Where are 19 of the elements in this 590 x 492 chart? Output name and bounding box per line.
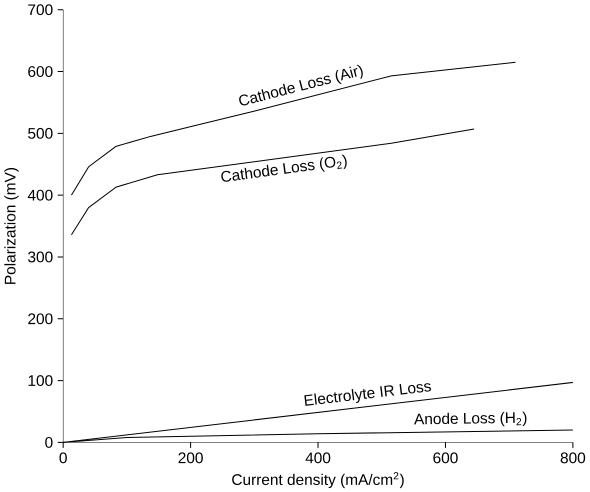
text: Cathode Loss (Air): [239, 64, 363, 106]
series-label: Anode Loss (H$_{2}$): [414, 411, 526, 426]
x-tick-label: 0: [59, 452, 67, 464]
x-tick-label: 200: [178, 452, 203, 464]
x-tick-label: 800: [560, 452, 586, 464]
x-tick-label: 600: [433, 452, 458, 464]
y-tick-label: 200: [28, 313, 53, 324]
y-tick-label: 600: [28, 66, 53, 77]
y-tick-label: 400: [28, 190, 53, 200]
y-axis-title: Polarization (mV): [4, 168, 19, 284]
y-tick-label: 100: [28, 374, 53, 386]
text: Electrolyte IR Loss: [304, 383, 432, 406]
x-tick-label: 400: [306, 452, 330, 464]
y-tick-label: 300: [28, 251, 53, 262]
y-tick-label: 500: [28, 128, 53, 139]
y-tick-label: 700: [28, 4, 53, 15]
text: Cathode Loss (O$_{2}$): [221, 154, 347, 182]
x-axis-title: Current density (mA/cm$^{2}$): [232, 472, 404, 488]
y-tick-label: 0: [45, 436, 53, 448]
